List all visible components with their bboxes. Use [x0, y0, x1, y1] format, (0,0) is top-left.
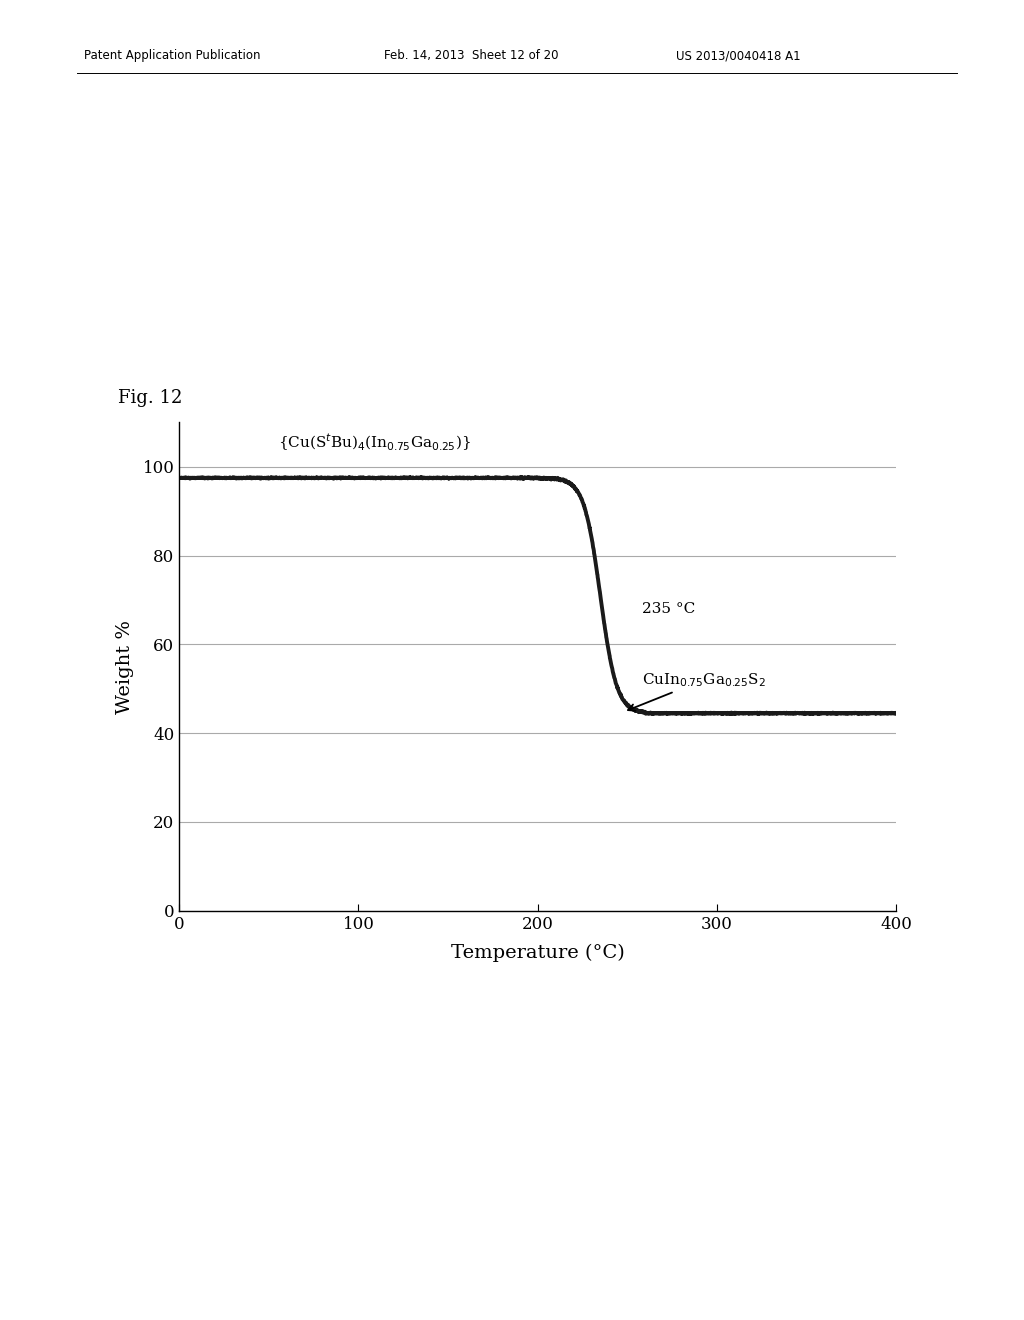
Text: 235 °C: 235 °C	[641, 602, 695, 616]
Text: Fig. 12: Fig. 12	[118, 388, 182, 407]
X-axis label: Temperature (°C): Temperature (°C)	[451, 944, 625, 962]
Text: CuIn$_{0.75}$Ga$_{0.25}$S$_2$: CuIn$_{0.75}$Ga$_{0.25}$S$_2$	[628, 671, 766, 710]
Text: Feb. 14, 2013  Sheet 12 of 20: Feb. 14, 2013 Sheet 12 of 20	[384, 49, 558, 62]
Y-axis label: Weight %: Weight %	[116, 619, 134, 714]
Text: Patent Application Publication: Patent Application Publication	[84, 49, 260, 62]
Text: {Cu(S$^t$Bu)$_4$(In$_{0.75}$Ga$_{0.25}$)}: {Cu(S$^t$Bu)$_4$(In$_{0.75}$Ga$_{0.25}$)…	[278, 432, 471, 454]
Text: US 2013/0040418 A1: US 2013/0040418 A1	[676, 49, 801, 62]
